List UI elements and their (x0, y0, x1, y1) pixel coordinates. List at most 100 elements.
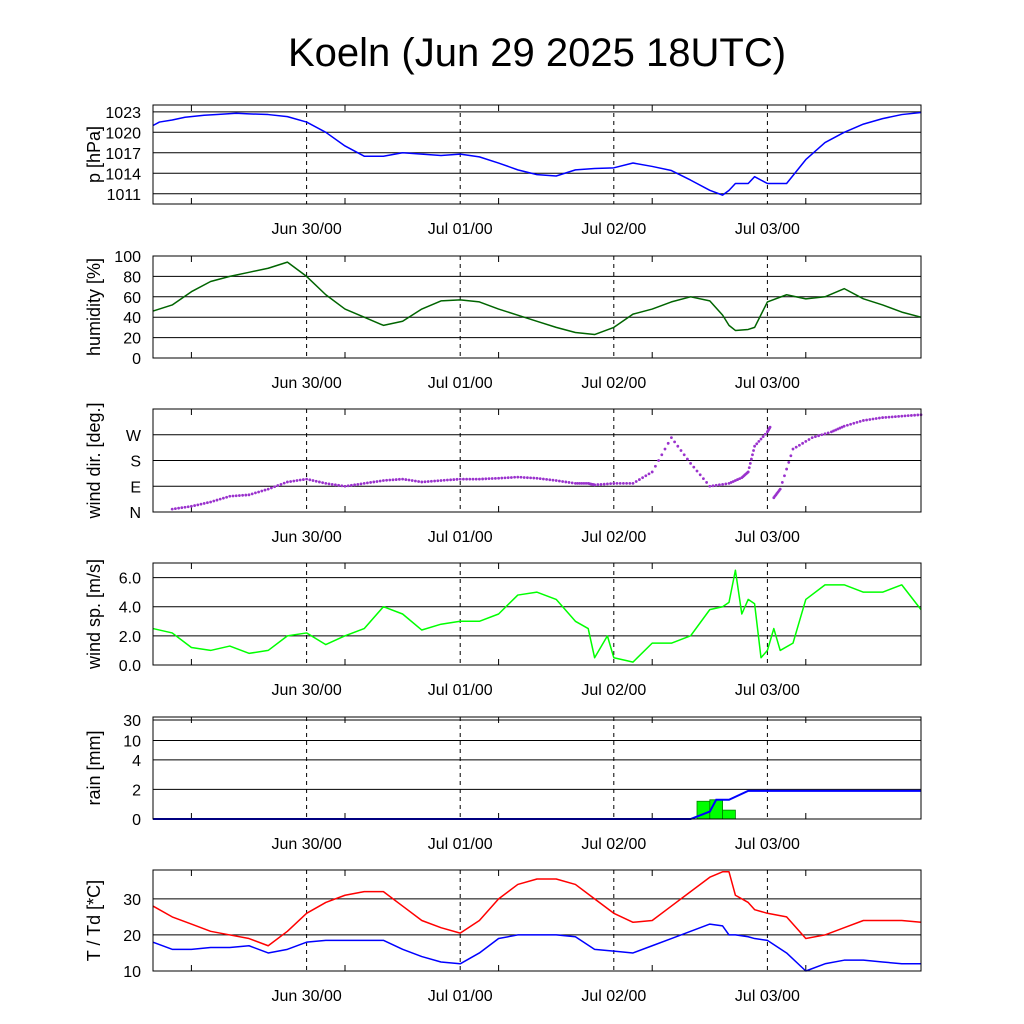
y-tick-label: S (130, 454, 141, 471)
wind-dir-point (327, 482, 331, 486)
y-tick-label: 2.0 (119, 629, 141, 646)
x-tick-label: Jul 03/00 (735, 988, 800, 1005)
wind-dir-point (423, 480, 427, 484)
wind-dir-point (276, 484, 280, 487)
wind-dir-point (692, 465, 696, 469)
panel-wind_speed: 0.0 2.0 4.0 6.0 Jun 30/00 Jul 01/00 Jul 02/00 J… (84, 559, 922, 699)
wind-dir-point (785, 467, 788, 471)
wind-dir-point (433, 479, 436, 483)
wind-dir-point (686, 457, 689, 461)
wind-dir-point (558, 479, 561, 483)
wind-dir-point (840, 425, 844, 429)
wind-dir-point (174, 507, 177, 511)
wind-dir-point (385, 478, 388, 482)
x-tick-label: Jul 01/00 (428, 529, 493, 546)
y-tick-label: 10 (123, 964, 141, 981)
wind-dir-point (241, 493, 245, 497)
series-line-pressure (152, 111, 922, 196)
y-tick-label: E (130, 479, 141, 496)
wind-dir-point (644, 474, 648, 478)
wind-dir-point (308, 478, 312, 482)
wind-dir-point (606, 482, 609, 486)
y-tick-label: 1023 (105, 105, 141, 122)
wind-dir-point (602, 482, 606, 486)
panel-frame (152, 255, 922, 359)
wind-dir-point (218, 497, 222, 501)
wind-dir-point (388, 478, 392, 482)
wind-dir-point (554, 479, 558, 482)
wind-dir-point (497, 476, 500, 480)
wind-dir-point (177, 506, 181, 510)
wind-dir-point (378, 479, 382, 483)
wind-dir-point (631, 481, 635, 485)
wind-dir-point (576, 481, 579, 485)
wind-dir-point (417, 480, 420, 483)
wind-dir-point (783, 474, 786, 478)
wind-dir-point (878, 416, 881, 420)
wind-dir-point (372, 480, 376, 484)
wind-dir-point (209, 500, 213, 504)
wind-dir-point (436, 479, 440, 483)
wind-dir-point (490, 477, 494, 480)
wind-dir-point (574, 481, 577, 485)
wind-dir-point (830, 430, 833, 434)
panel-frame (152, 408, 922, 513)
wind-dir-point (564, 480, 568, 484)
y-tick-label: 1020 (105, 125, 141, 142)
wind-dir-point (714, 483, 718, 487)
wind-dir-point (212, 499, 216, 503)
wind-dir-point (334, 483, 337, 487)
x-tick-label: Jul 03/00 (735, 221, 800, 238)
wind-dir-point (663, 447, 667, 451)
x-tick-label: Jun 30/00 (271, 529, 341, 546)
wind-dir-point (868, 418, 872, 421)
wind-dir-point (804, 440, 808, 443)
wind-dir-point (286, 480, 289, 484)
wind-dir-point (810, 436, 814, 440)
wind-dir-point (817, 434, 820, 438)
wind-dir-point (318, 480, 321, 484)
wind-dir-point (503, 476, 507, 480)
y-tick-label: 30 (123, 713, 141, 730)
x-tick-label: Jul 02/00 (581, 682, 646, 699)
wind-dir-point (761, 435, 765, 439)
wind-dir-point (855, 420, 859, 424)
wind-dir-point (721, 482, 724, 486)
y-axis-label: T / Td [*C] (84, 880, 104, 961)
x-tick-label: Jul 01/00 (428, 988, 493, 1005)
wind-dir-point (183, 505, 187, 509)
wind-dir-point (225, 495, 229, 499)
y-tick-label: 1011 (107, 187, 142, 204)
x-tick-label: Jul 01/00 (428, 221, 493, 238)
wind-dir-point (787, 461, 791, 464)
wind-dir-point (340, 484, 344, 488)
wind-dir-point (865, 418, 868, 422)
wind-dir-point (858, 419, 862, 423)
y-tick-label: 4 (132, 753, 141, 770)
wind-dir-point (484, 477, 488, 481)
series-line-temperature (152, 871, 922, 947)
wind-dir-point (455, 477, 459, 481)
wind-dir-point (305, 477, 308, 481)
wind-dir-point (801, 441, 804, 445)
wind-dir-point (346, 484, 350, 488)
wind-dir-point (516, 475, 520, 479)
wind-dir-point (738, 477, 742, 481)
wind-dir-point (881, 416, 884, 419)
wind-dir-point (666, 441, 670, 445)
y-tick-label: 1014 (105, 166, 141, 183)
wind-dir-point (832, 429, 835, 433)
wind-dir-point (823, 432, 827, 436)
wind-dir-point (410, 479, 414, 482)
y-axis-label: wind dir. [deg.] (84, 402, 104, 519)
wind-dir-point (698, 473, 702, 477)
x-tick-label: Jun 30/00 (271, 836, 341, 853)
x-tick-label: Jun 30/00 (271, 375, 341, 392)
wind-dir-point (622, 481, 625, 485)
wind-dir-point (254, 491, 257, 495)
y-tick-label: 40 (123, 310, 141, 327)
wind-dir-point (522, 476, 526, 479)
wind-dir-point (247, 493, 251, 497)
